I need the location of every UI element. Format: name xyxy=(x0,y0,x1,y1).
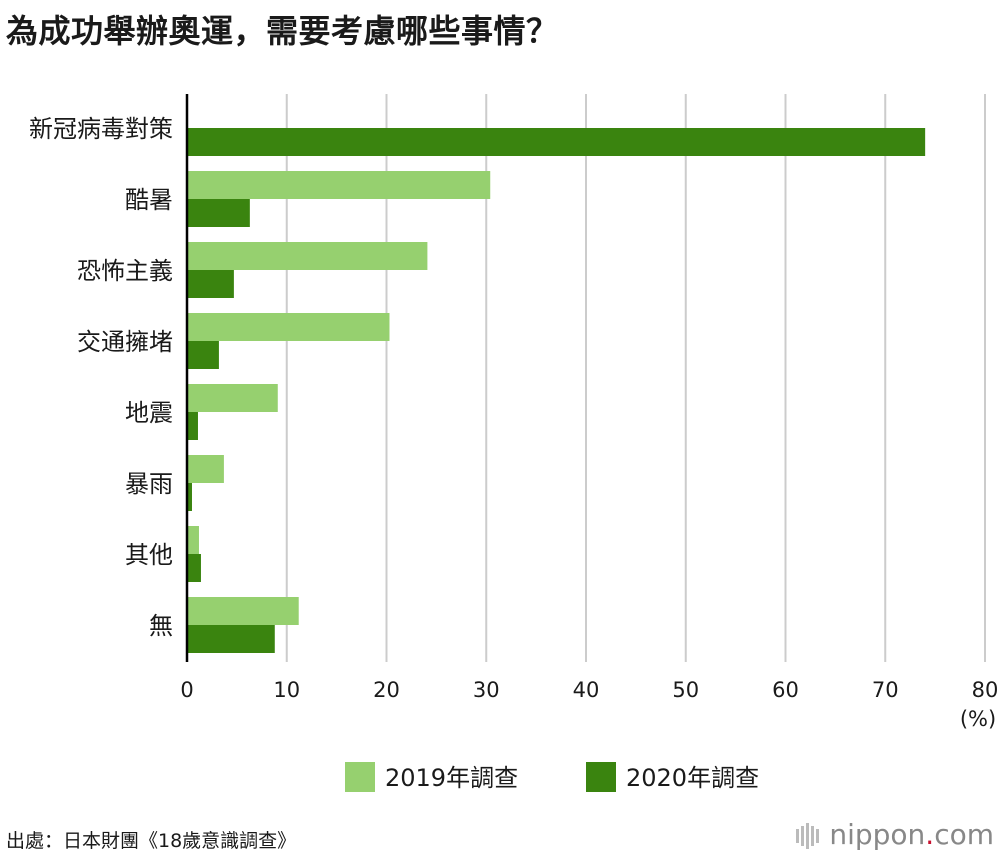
bar-2020 xyxy=(187,199,250,227)
bar-2019 xyxy=(187,597,299,625)
bar-2019 xyxy=(187,526,199,554)
category-label: 酷暑 xyxy=(125,186,173,214)
bar-2020 xyxy=(187,625,275,653)
category-label: 交通擁堵 xyxy=(77,328,173,356)
bar-2019 xyxy=(187,313,390,341)
source-note: 出處：日本財團《18歲意識調查》 xyxy=(6,830,297,852)
category-label: 其他 xyxy=(125,541,173,569)
bars xyxy=(187,128,926,653)
x-tick-label: 50 xyxy=(672,678,699,702)
x-tick-labels: 0 10 20 30 40 50 60 70 80 xyxy=(180,678,998,702)
x-tick-label: 60 xyxy=(772,678,799,702)
bar-2020 xyxy=(187,341,219,369)
legend-swatch xyxy=(345,762,375,792)
category-label: 恐怖主義 xyxy=(77,257,173,285)
bar-2020 xyxy=(187,128,926,156)
chart-title: 為成功舉辦奧運，需要考慮哪些事情？ xyxy=(6,12,559,50)
x-tick-label: 20 xyxy=(373,678,400,702)
x-tick-label: 0 xyxy=(180,678,193,702)
category-label: 地震 xyxy=(125,399,173,427)
unit-label: (%) xyxy=(960,707,996,731)
bar-2019 xyxy=(187,171,491,199)
nippon-logo: nippon. com xyxy=(796,818,994,851)
bar-2020 xyxy=(187,270,234,298)
bar-2020 xyxy=(187,554,201,582)
logo-dot: . xyxy=(925,818,935,851)
bar-2020 xyxy=(187,483,192,511)
logo-mark-icon xyxy=(796,818,821,851)
legend-label: 2019年調查 xyxy=(385,764,518,792)
x-tick-label: 40 xyxy=(573,678,600,702)
x-tick-label: 70 xyxy=(872,678,899,702)
legend-swatch xyxy=(586,762,616,792)
category-label: 新冠病毒對策 xyxy=(29,115,173,143)
category-label: 無 xyxy=(149,612,173,640)
x-tick-label: 30 xyxy=(473,678,500,702)
logo-suffix: com xyxy=(934,818,994,851)
bar-2020 xyxy=(187,412,198,440)
bar-2019 xyxy=(187,242,428,270)
legend-label: 2020年調查 xyxy=(626,764,759,792)
bar-2019 xyxy=(187,455,224,483)
bar-2019 xyxy=(187,384,278,412)
bar-chart: 0 10 20 30 40 50 60 70 80 新冠病毒對策酷暑恐怖主義交通擁堵地震暴雨其他… xyxy=(29,94,998,792)
x-tick-label: 80 xyxy=(972,678,999,702)
x-tick-label: 10 xyxy=(273,678,300,702)
legend: 2019年調查 2020年調查 xyxy=(345,762,759,792)
logo-name: nippon xyxy=(829,818,926,851)
category-label: 暴雨 xyxy=(125,470,173,498)
